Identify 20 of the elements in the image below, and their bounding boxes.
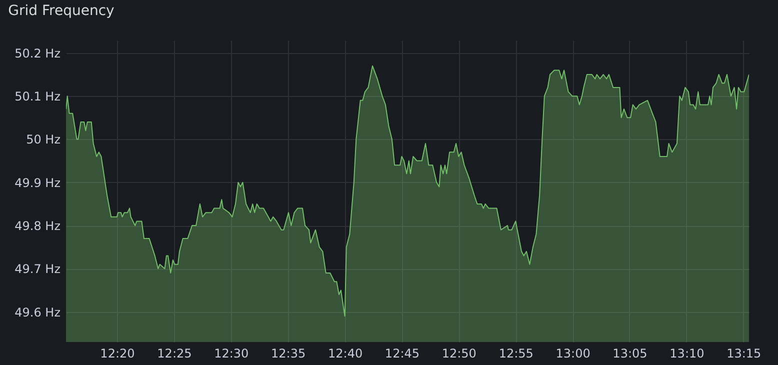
y-tick-label: 50.2 Hz <box>14 46 60 60</box>
x-tick-label: 12:50 <box>442 346 476 360</box>
x-tick-label: 12:35 <box>271 346 306 360</box>
y-tick-label: 49.7 Hz <box>14 262 60 276</box>
x-tick-label: 12:20 <box>100 346 135 360</box>
x-tick-label: 12:55 <box>498 346 534 360</box>
x-tick-label: 13:05 <box>612 346 648 360</box>
x-tick-label: 13:00 <box>556 346 590 360</box>
y-tick-label: 49.9 Hz <box>14 176 60 190</box>
x-tick-label: 13:10 <box>670 346 704 360</box>
y-tick-label: 49.8 Hz <box>14 219 60 234</box>
y-tick-label: 50 Hz <box>26 132 60 147</box>
x-tick-label: 12:30 <box>214 346 249 360</box>
y-tick-label: 49.6 Hz <box>14 305 60 320</box>
x-tick-label: 13:15 <box>726 346 762 360</box>
x-tick-label: 12:45 <box>384 346 420 360</box>
y-tick-label: 50.1 Hz <box>14 90 60 104</box>
chart-title: Grid Frequency <box>8 3 114 19</box>
x-tick-label: 12:25 <box>157 346 192 360</box>
x-tick-label: 12:40 <box>328 346 363 360</box>
